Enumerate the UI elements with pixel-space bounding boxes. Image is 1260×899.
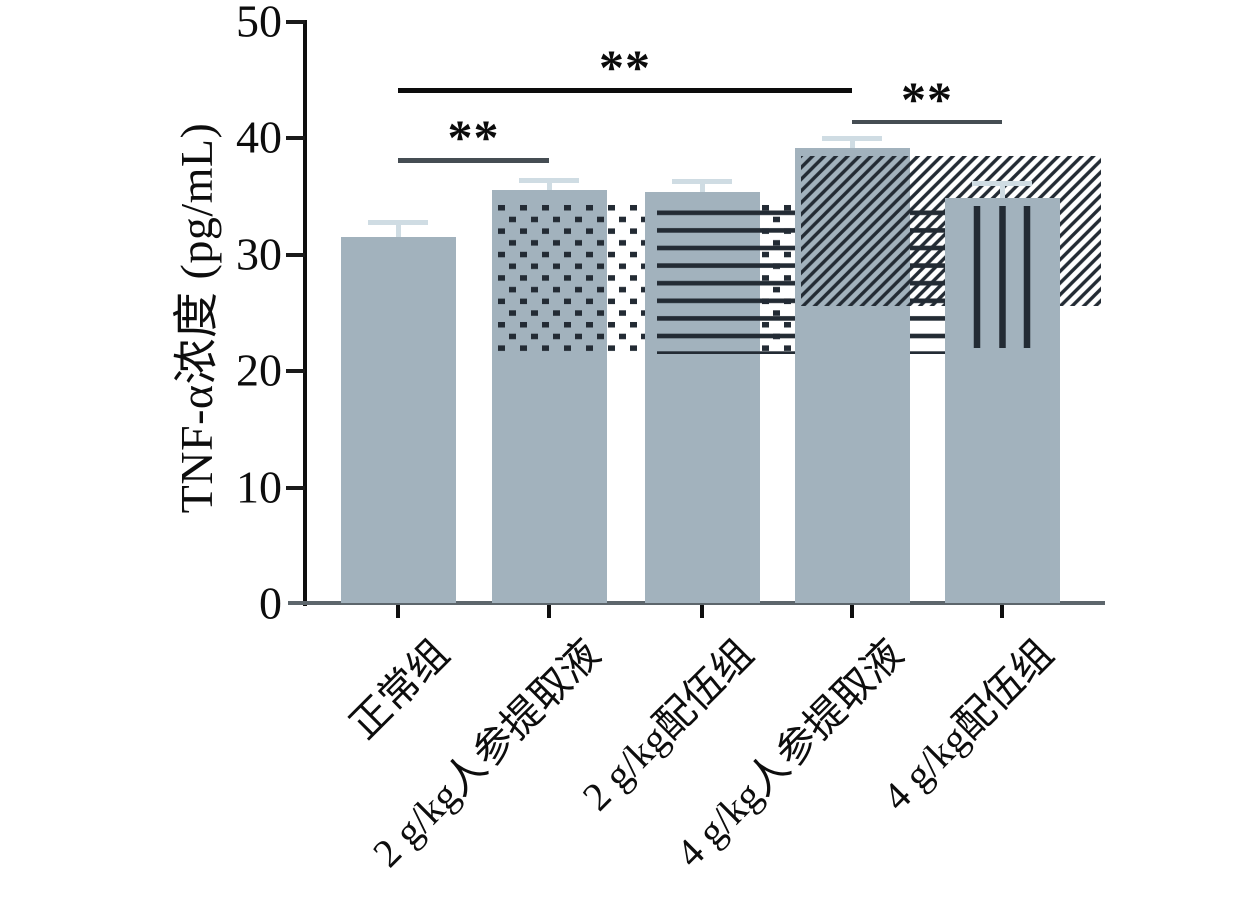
error-bar-cap bbox=[519, 177, 579, 183]
bar bbox=[794, 147, 1101, 603]
error-bar-cap bbox=[972, 181, 1032, 187]
y-tick bbox=[286, 252, 305, 257]
error-bar-stem bbox=[546, 180, 552, 196]
error-bar-stem bbox=[849, 138, 855, 154]
bar bbox=[644, 191, 957, 603]
x-category-label: 正常组 bbox=[341, 630, 458, 748]
significance-stars: ** bbox=[901, 70, 953, 127]
y-tick bbox=[286, 369, 305, 374]
y-tick-label: 40 bbox=[236, 111, 282, 163]
error-bar-cap bbox=[368, 219, 428, 225]
y-tick-label: 50 bbox=[236, 0, 282, 47]
y-tick bbox=[286, 485, 305, 490]
y-tick-label: 20 bbox=[236, 344, 282, 396]
bar bbox=[340, 237, 456, 603]
y-tick-label: 10 bbox=[236, 461, 282, 513]
x-tick bbox=[699, 605, 705, 618]
y-axis-line bbox=[303, 20, 307, 606]
x-tick bbox=[849, 605, 855, 618]
error-bar-cap bbox=[672, 178, 732, 184]
significance-stars: ** bbox=[599, 39, 651, 96]
significance-stars: ** bbox=[447, 109, 500, 166]
error-bar-stem bbox=[999, 183, 1005, 204]
y-tick-label: 0 bbox=[259, 577, 282, 629]
bar-pattern-vertical-lines bbox=[973, 205, 1030, 348]
error-bar-cap bbox=[822, 135, 882, 141]
x-tick bbox=[999, 605, 1005, 618]
bar bbox=[491, 189, 796, 603]
significance-line bbox=[398, 88, 852, 93]
x-tick bbox=[546, 605, 552, 618]
significance-line bbox=[398, 158, 549, 163]
error-bar-stem bbox=[395, 222, 401, 244]
y-tick bbox=[286, 20, 305, 24]
significance-line bbox=[852, 119, 1002, 125]
x-axis-line bbox=[288, 601, 1105, 605]
error-bar-stem bbox=[699, 181, 705, 198]
y-tick-label: 30 bbox=[236, 228, 282, 280]
y-axis-title: TNF-α浓度 (pg/mL) bbox=[171, 122, 222, 514]
x-tick bbox=[395, 605, 401, 618]
bar bbox=[944, 197, 1060, 603]
y-tick bbox=[286, 136, 305, 141]
